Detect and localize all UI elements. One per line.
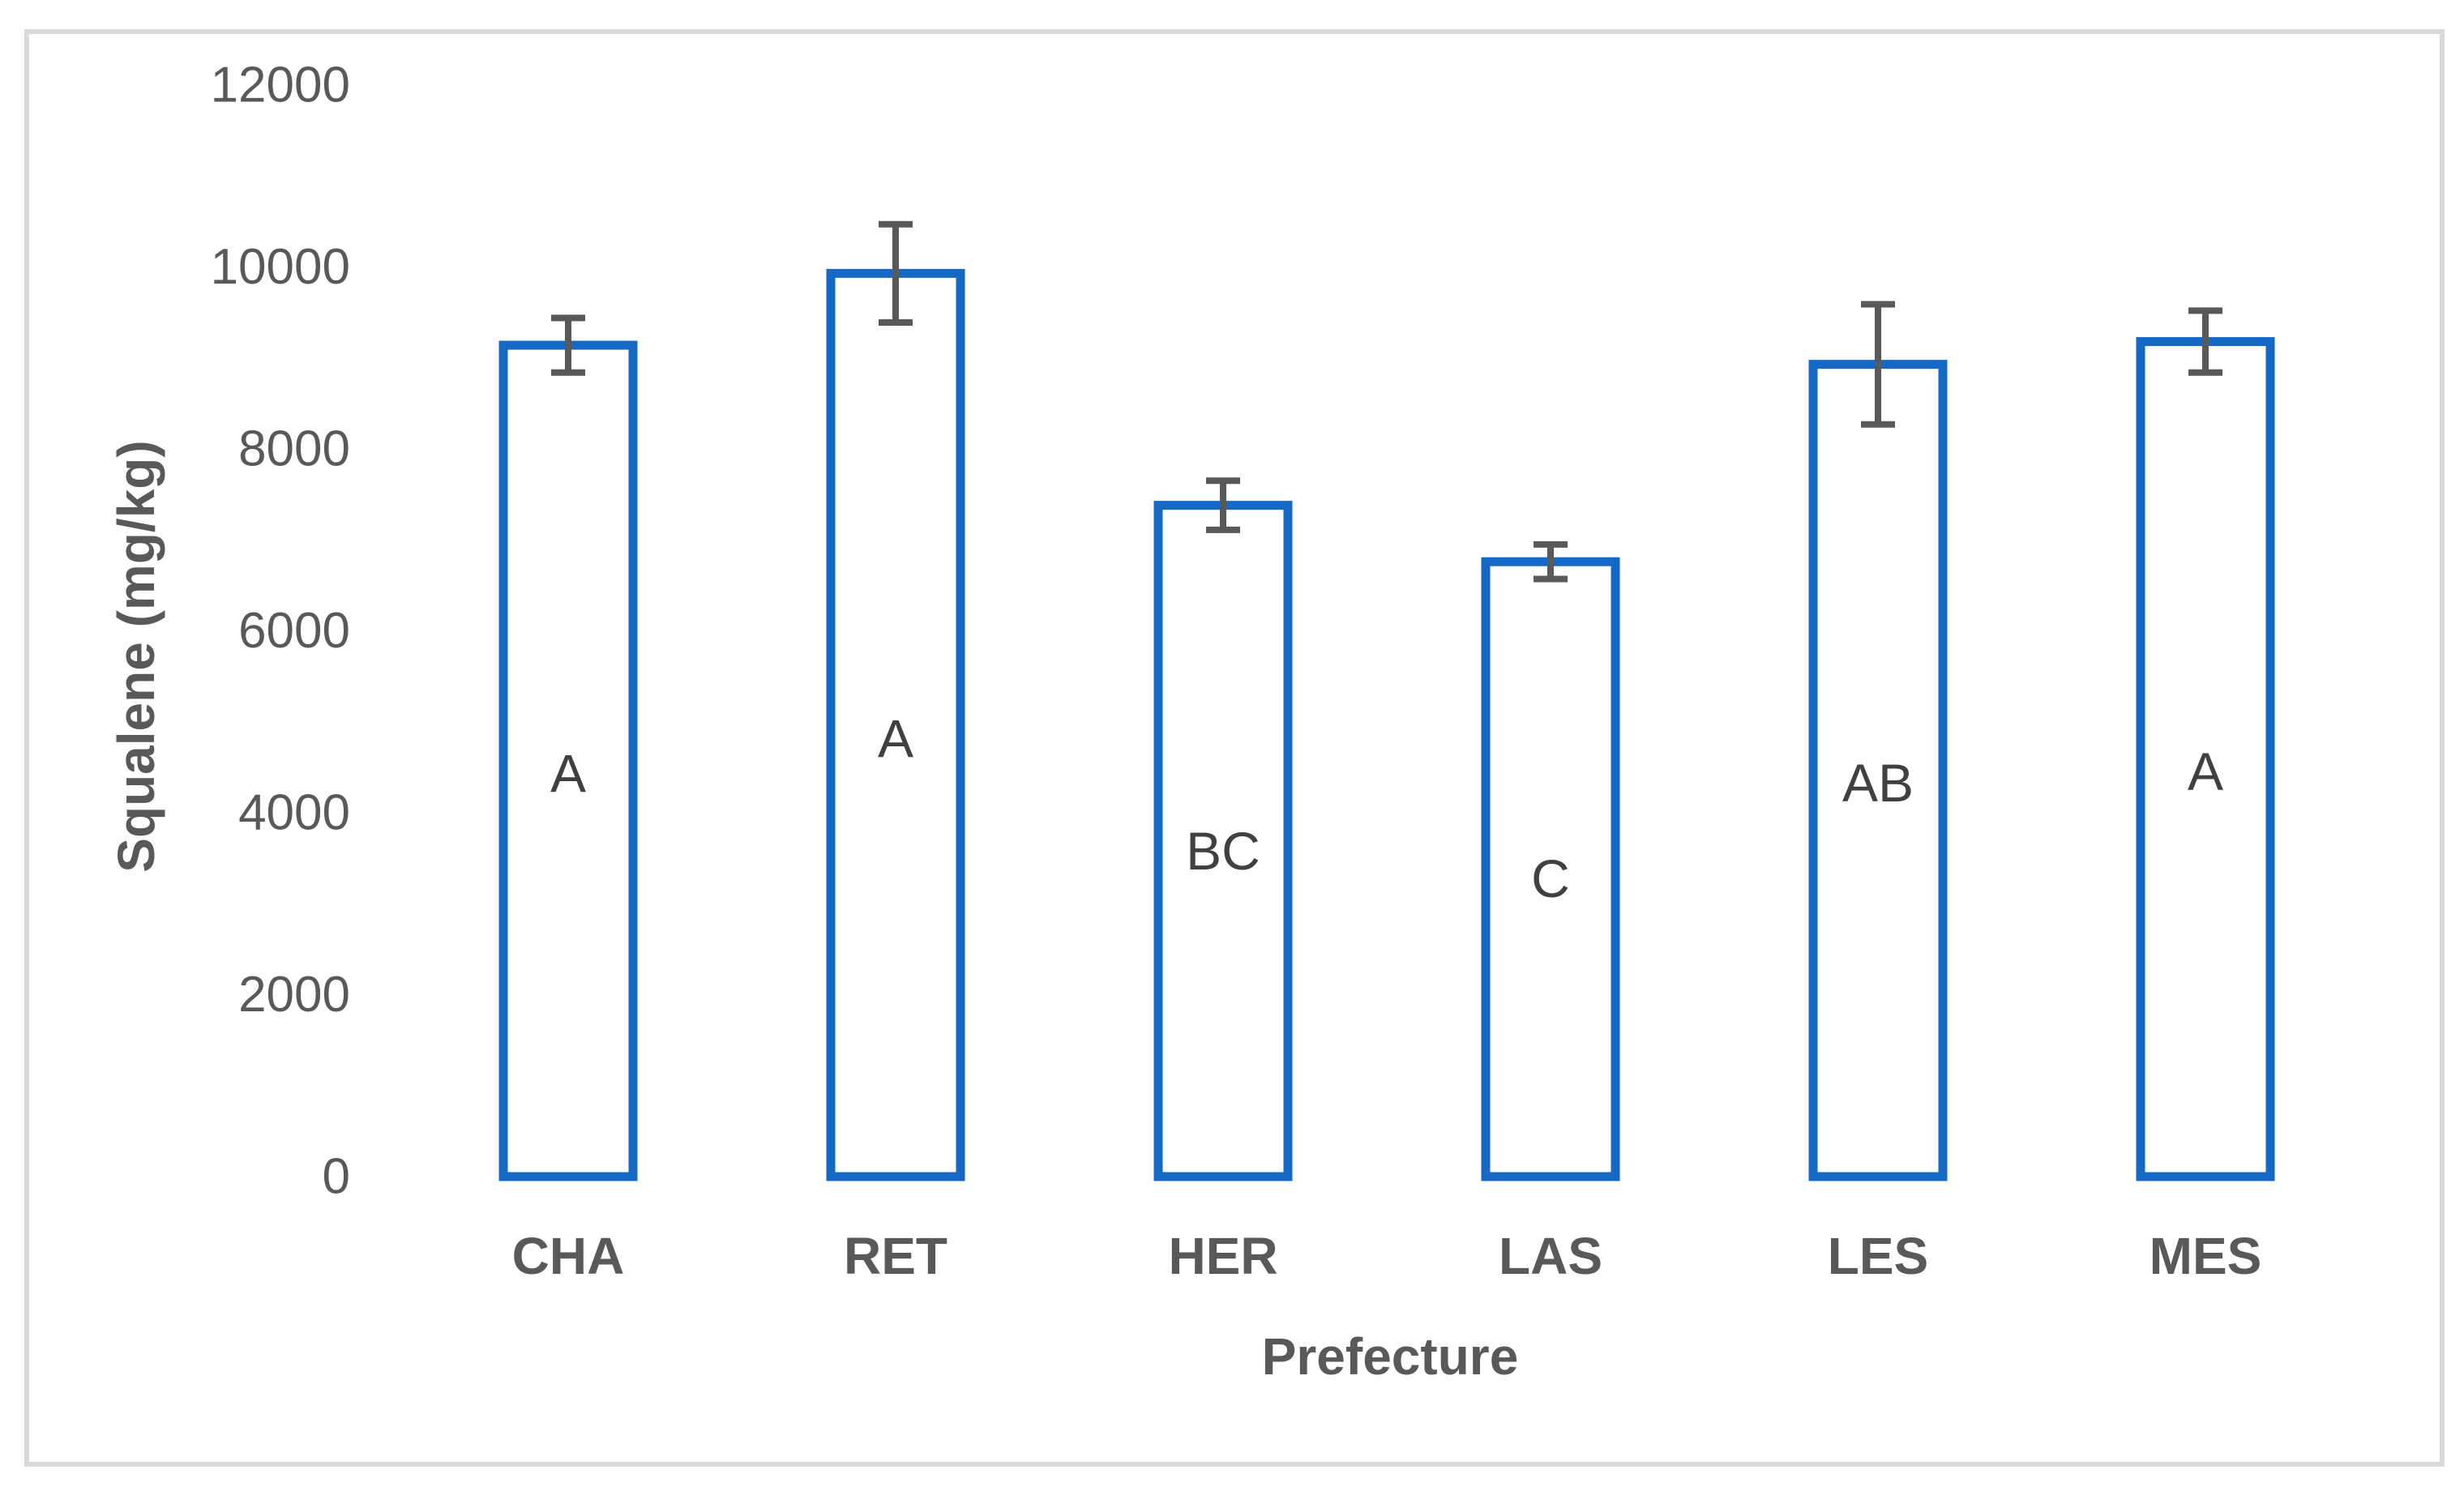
y-tick-label: 10000: [211, 239, 350, 295]
bar-letter-LES: AB: [1842, 753, 1914, 813]
bar-letter-RET: A: [878, 708, 913, 768]
x-category-label-RET: RET: [844, 1227, 948, 1285]
x-category-label-HER: HER: [1168, 1227, 1277, 1285]
x-axis-title: Prefecture: [1261, 1327, 1519, 1386]
y-tick-label: 4000: [238, 785, 350, 841]
y-axis-title: Squalene (mg/kg): [107, 440, 165, 873]
x-category-label-LAS: LAS: [1499, 1227, 1602, 1285]
bar-RET: [826, 268, 965, 1181]
bar-CHA: [498, 340, 638, 1181]
bar-LES: [1808, 360, 1948, 1181]
y-tick-label: 6000: [238, 603, 350, 659]
x-category-label-LES: LES: [1828, 1227, 1928, 1285]
x-category-label-CHA: CHA: [512, 1227, 625, 1285]
y-tick-label: 8000: [238, 421, 350, 477]
bar-letter-MES: A: [2188, 741, 2223, 801]
bar-letter-LAS: C: [1531, 848, 1570, 908]
y-tick-label: 0: [323, 1149, 350, 1205]
x-category-label-MES: MES: [2150, 1227, 2262, 1285]
bar-letter-HER: BC: [1186, 821, 1260, 881]
y-tick-label: 2000: [238, 967, 350, 1023]
y-tick-label: 12000: [211, 58, 350, 113]
bar-letter-CHA: A: [550, 743, 586, 803]
